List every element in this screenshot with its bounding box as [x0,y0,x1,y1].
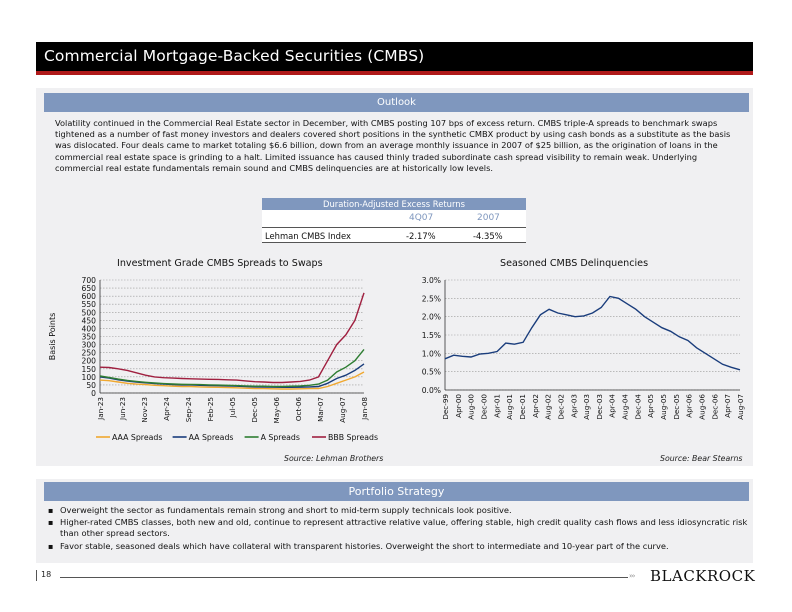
page-title: Commercial Mortgage-Backed Securities (C… [44,47,425,65]
strategy-header: Portfolio Strategy [44,482,749,501]
y-tick-label: 600 [82,292,97,301]
delinquencies-chart-title: Seasoned CMBS Delinquencies [500,258,649,269]
row-label: Lehman CMBS Index [265,231,351,241]
y-tick-label: 2.5% [422,294,441,303]
excess-returns-table: Duration-Adjusted Excess Returns 4Q07 20… [262,198,526,243]
column-header-4q07: 4Q07 [409,213,434,223]
y-axis-label: Basis Points [48,313,57,361]
x-tick-label: Dec-01 [518,394,527,420]
y-tick-label: 550 [82,300,97,309]
x-tick-label: Apr-00 [454,394,463,418]
x-tick-label: Aug-00 [467,394,476,420]
x-tick-label: Dec-00 [479,394,488,420]
y-tick-label: 650 [82,284,97,293]
y-tick-label: 0.5% [422,368,441,377]
y-tick-label: 200 [82,357,97,366]
outlook-panel [36,88,753,466]
column-header-2007: 2007 [477,213,500,223]
x-tick-label: Aug-02 [544,394,553,420]
x-tick-label: Apr-02 [531,394,540,418]
list-item: Favor stable, seasoned deals which have … [48,541,748,552]
legend-entry: A Spreads [261,433,300,442]
x-tick-label: Aug-07 [338,397,347,423]
x-tick-label: Dec-05 [250,397,259,423]
spreads-chart: Basis Points0501001502002503003504004505… [48,276,378,442]
x-tick-label: Dec-05 [672,394,681,420]
y-tick-label: 100 [82,373,97,382]
cell-4q07: -2.17% [406,231,436,241]
legend-entry: AA Spreads [189,433,234,442]
list-item: Overweight the sector as fundamentals re… [48,505,748,516]
series-line [444,295,741,371]
x-tick-label: Aug-04 [621,394,630,420]
y-tick-label: 450 [82,316,97,325]
spreads-chart-title: Investment Grade CMBS Spreads to Swaps [117,258,323,269]
excess-returns-header-row: 4Q07 2007 [262,210,526,227]
series-line [99,371,365,390]
x-tick-label: Aug-03 [582,394,591,420]
y-tick-label: 700 [82,276,97,285]
x-tick-label: Dec-03 [595,394,604,420]
source-left: Source: Lehman Brothers [284,454,384,463]
x-tick-label: Aug-05 [659,394,668,420]
x-tick-label: Jul-05 [228,397,237,418]
legend-entry: BBB Spreads [328,433,378,442]
outlook-text: Volatility continued in the Commercial R… [55,118,731,173]
title-underline [36,71,753,75]
x-tick-label: Aug-06 [698,394,707,420]
strategy-bullets: Overweight the sector as fundamentals re… [48,505,748,553]
x-tick-label: Apr-03 [569,394,578,418]
y-tick-label: 350 [82,333,97,342]
footer-rule [60,577,628,578]
blackrock-logo: BLACKROCK [650,567,756,585]
table-row: Lehman CMBS Index -2.17% -4.35% [262,227,526,243]
x-tick-label: Apr-01 [492,394,501,418]
y-tick-label: 1.0% [422,349,441,358]
x-tick-label: Apr-07 [723,394,732,418]
x-tick-label: Dec-06 [710,394,719,420]
y-tick-label: 0.0% [422,386,441,395]
x-tick-label: Sep-24 [184,397,193,423]
y-tick-label: 2.0% [422,313,441,322]
x-tick-label: Mar-07 [316,397,325,422]
x-tick-label: Aug-01 [505,394,514,420]
y-tick-label: 3.0% [422,276,441,285]
y-tick-label: 1.5% [422,331,441,340]
outlook-header: Outlook [44,93,749,112]
x-tick-label: Jun-23 [118,397,127,421]
y-tick-label: 300 [82,341,97,350]
x-tick-label: Jan-08 [360,397,369,421]
x-tick-label: Apr-04 [608,394,617,418]
x-tick-label: Nov-23 [140,397,149,423]
x-tick-label: Jan-23 [96,397,105,421]
x-tick-label: Aug-07 [736,394,745,420]
list-item: Higher-rated CMBS classes, both new and … [48,517,748,539]
y-tick-label: 150 [82,365,97,374]
x-tick-label: May-06 [272,397,281,424]
x-tick-label: Dec-99 [441,394,450,420]
y-tick-label: 400 [82,324,97,333]
footer-divider [36,570,37,581]
y-tick-label: 500 [82,308,97,317]
excess-returns-title: Duration-Adjusted Excess Returns [262,198,526,210]
title-bar: Commercial Mortgage-Backed Securities (C… [36,42,753,71]
page-number: 18 [41,570,52,579]
x-tick-label: Apr-24 [162,397,171,421]
source-right: Source: Bear Stearns [660,454,743,463]
x-tick-label: Dec-02 [556,394,565,420]
series-line [99,292,365,384]
x-tick-label: Apr-06 [685,394,694,418]
y-tick-label: 250 [82,349,97,358]
x-tick-label: Feb-25 [206,397,215,421]
x-tick-label: Oct-06 [294,397,303,422]
x-tick-label: Apr-05 [646,394,655,418]
legend-entry: AAA Spreads [112,433,162,442]
series-line [99,348,365,388]
y-tick-label: 50 [86,381,96,390]
y-tick-label: 0 [91,389,96,398]
cell-2007: -4.35% [473,231,503,241]
footer-chevrons: ››› [629,572,635,580]
x-tick-label: Dec-04 [633,394,642,420]
delinquencies-chart: 0.0% 0.5% 1.0% 1.5% 2.0% 2.5% 3.0% Dec-99 Apr-00… [422,276,745,420]
